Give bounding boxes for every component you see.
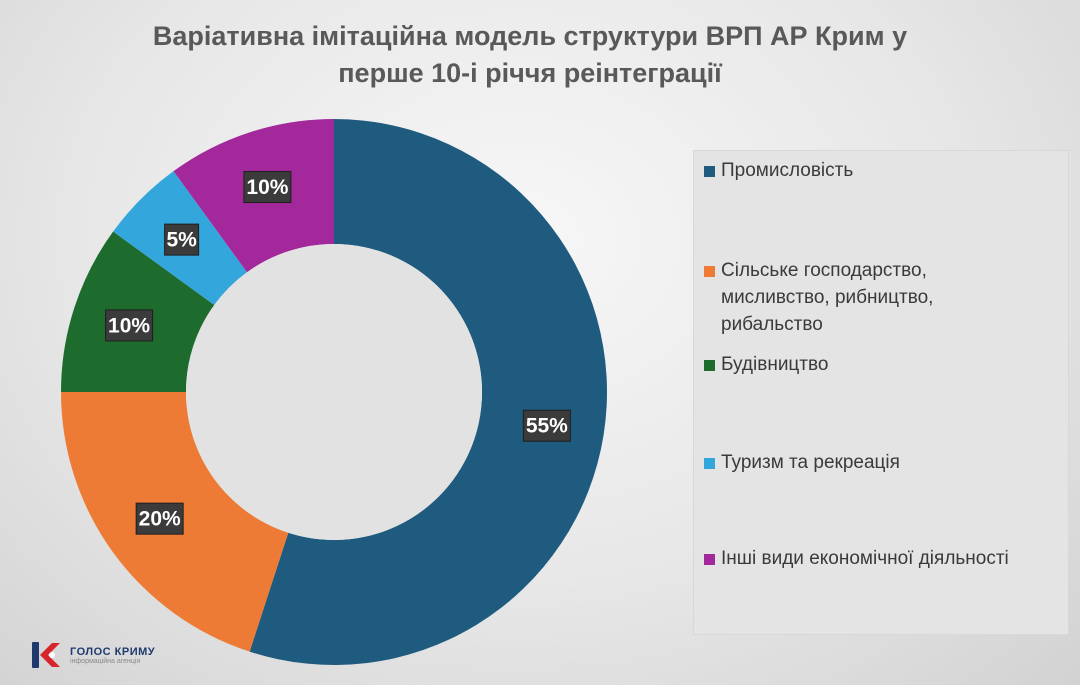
data-label-box — [164, 223, 200, 256]
logo-icon — [32, 642, 60, 668]
data-label-box — [105, 309, 154, 342]
chart-title-line-2: перше 10-і річчя реінтеграції — [338, 58, 722, 88]
legend-label: Туризм та рекреація — [721, 452, 900, 473]
data-label: 10% — [108, 314, 150, 337]
donut-hole — [186, 244, 482, 540]
legend-label: Сільське господарство, мисливство, рибни… — [721, 260, 934, 335]
data-label: 20% — [139, 508, 181, 531]
legend-swatch — [704, 360, 715, 371]
data-label: 55% — [526, 415, 568, 438]
legend-swatch — [704, 166, 715, 177]
logo-name: ГОЛОС КРИМУ — [70, 645, 156, 658]
chart-legend: Промисловість Сільське господарство, мис… — [693, 150, 1069, 635]
legend-item-tourism: Туризм та рекреація — [704, 449, 900, 476]
legend-item-construction: Будівництво — [704, 351, 828, 378]
legend-swatch — [704, 458, 715, 469]
donut-slice-1 — [249, 119, 608, 665]
legend-swatch — [704, 266, 715, 277]
chart-title-line-1: Варіативна імітаційна модель структури В… — [152, 21, 908, 51]
legend-item-other: Інші види економічної діяльності — [704, 545, 1009, 572]
data-label-box — [135, 502, 184, 535]
data-label: 5% — [166, 229, 197, 252]
legend-label: Інші види економічної діяльності — [721, 548, 1009, 569]
logo-subtitle: інформаційна агенція — [70, 657, 141, 665]
legend-label: Будівництво — [721, 354, 829, 375]
chart-title: Варіативна імітаційна модель структури В… — [0, 18, 1060, 92]
brand-logo: ГОЛОС КРИМУ інформаційна агенція — [30, 638, 155, 672]
data-label: 10% — [246, 176, 288, 199]
legend-swatch — [704, 554, 715, 565]
legend-item-agriculture: Сільське господарство, мисливство, рибни… — [704, 257, 981, 338]
data-label-box — [522, 409, 571, 442]
legend-item-industry: Промисловість — [704, 157, 853, 184]
data-label-box — [243, 171, 292, 204]
legend-label: Промисловість — [721, 160, 854, 181]
